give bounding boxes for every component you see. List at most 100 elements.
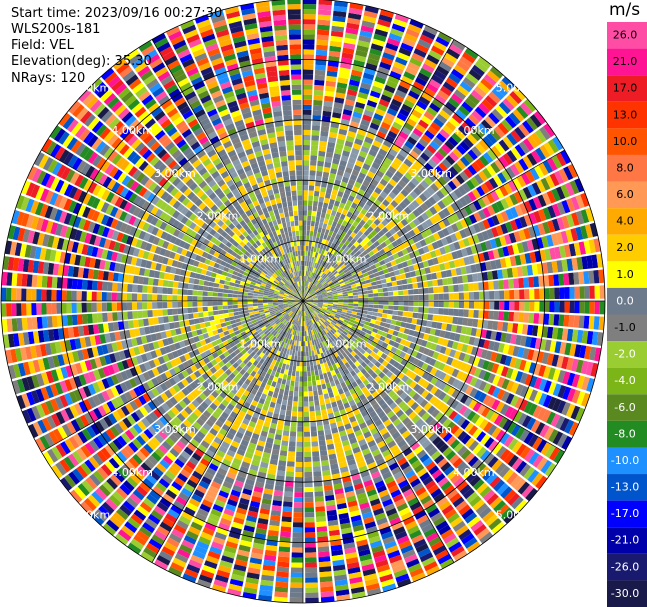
velocity-gate <box>318 394 324 401</box>
velocity-gate <box>378 98 390 108</box>
velocity-gate <box>403 301 409 306</box>
velocity-gate <box>388 235 396 243</box>
velocity-gate <box>422 245 430 254</box>
velocity-gate <box>360 233 367 240</box>
velocity-gate <box>303 346 306 352</box>
velocity-gate <box>320 450 328 456</box>
velocity-gate <box>295 345 299 352</box>
velocity-gate <box>306 366 311 372</box>
velocity-gate <box>275 576 289 583</box>
velocity-gate <box>313 246 317 253</box>
velocity-gate <box>314 491 324 497</box>
velocity-gate <box>503 311 510 321</box>
velocity-gate <box>308 350 312 356</box>
velocity-gate <box>304 492 314 498</box>
velocity-gate <box>323 100 333 107</box>
velocity-gate <box>535 129 547 143</box>
velocity-gate <box>364 263 370 269</box>
velocity-gate <box>459 229 467 239</box>
velocity-gate <box>304 527 316 533</box>
velocity-gate <box>298 401 303 407</box>
velocity-gate <box>315 263 320 269</box>
velocity-gate <box>484 240 493 250</box>
velocity-gate <box>438 162 448 172</box>
velocity-gate <box>323 105 333 112</box>
velocity-gate <box>500 210 510 222</box>
velocity-gate <box>434 165 445 176</box>
velocity-gate <box>393 225 401 233</box>
velocity-gate <box>312 278 316 284</box>
velocity-gate <box>312 125 320 131</box>
velocity-gate <box>304 291 307 297</box>
velocity-gate <box>304 487 313 493</box>
velocity-gate <box>309 401 314 407</box>
velocity-gate <box>321 383 327 390</box>
velocity-gate <box>291 411 298 417</box>
velocity-gate <box>377 312 383 318</box>
velocity-gate <box>502 98 515 111</box>
velocity-gate <box>424 267 431 274</box>
velocity-gate <box>478 139 490 151</box>
velocity-gate <box>470 89 484 102</box>
velocity-gate <box>522 138 534 152</box>
velocity-gate <box>387 37 401 47</box>
velocity-gate <box>359 247 366 253</box>
velocity-gate <box>468 283 474 291</box>
velocity-gate <box>335 274 341 279</box>
velocity-gate <box>280 368 285 374</box>
velocity-gate <box>318 9 332 16</box>
velocity-gate <box>343 252 349 258</box>
velocity-gate <box>404 206 412 215</box>
velocity-gate <box>316 282 321 287</box>
velocity-gate <box>393 18 408 28</box>
velocity-gate <box>332 256 338 262</box>
velocity-gate <box>311 441 319 447</box>
velocity-gate <box>287 451 296 457</box>
velocity-gate <box>358 294 364 298</box>
velocity-gate <box>430 183 439 193</box>
velocity-gate <box>398 268 405 275</box>
velocity-gate <box>320 125 330 132</box>
velocity-gate <box>467 149 478 161</box>
velocity-gate <box>407 203 416 212</box>
velocity-gate <box>307 220 311 226</box>
velocity-gate <box>397 311 404 316</box>
velocity-gate <box>310 290 315 295</box>
velocity-gate <box>426 54 440 65</box>
velocity-gate <box>401 248 409 256</box>
velocity-gate <box>456 60 470 72</box>
velocity-gate <box>384 84 396 94</box>
velocity-gate <box>433 70 447 81</box>
velocity-gate <box>323 372 328 379</box>
velocity-gate <box>360 208 368 215</box>
velocity-gate <box>425 252 432 260</box>
velocity-gate <box>468 202 478 213</box>
velocity-gate <box>494 237 502 248</box>
velocity-gate <box>377 237 384 245</box>
velocity-gate <box>326 208 332 215</box>
velocity-gate <box>310 272 314 278</box>
velocity-gate <box>333 10 347 18</box>
velocity-gate <box>333 102 344 109</box>
velocity-gate <box>382 117 393 126</box>
velocity-gate <box>447 277 453 285</box>
velocity-gate <box>372 140 382 148</box>
velocity-gate <box>546 190 556 204</box>
velocity-gate <box>463 309 469 318</box>
velocity-gate <box>405 272 412 279</box>
velocity-gate <box>355 282 362 287</box>
velocity-gate <box>280 404 287 411</box>
velocity-gate <box>303 421 310 427</box>
velocity-gate <box>374 276 381 281</box>
velocity-gate <box>375 280 382 285</box>
velocity-gate <box>310 426 317 432</box>
velocity-gate <box>424 58 437 69</box>
velocity-gate <box>303 240 306 246</box>
velocity-gate <box>451 177 461 188</box>
velocity-gate <box>367 233 374 240</box>
velocity-gate <box>462 275 468 283</box>
velocity-gate <box>453 89 467 101</box>
velocity-gate <box>426 144 437 155</box>
velocity-gate <box>528 198 538 211</box>
velocity-gate <box>303 99 312 105</box>
